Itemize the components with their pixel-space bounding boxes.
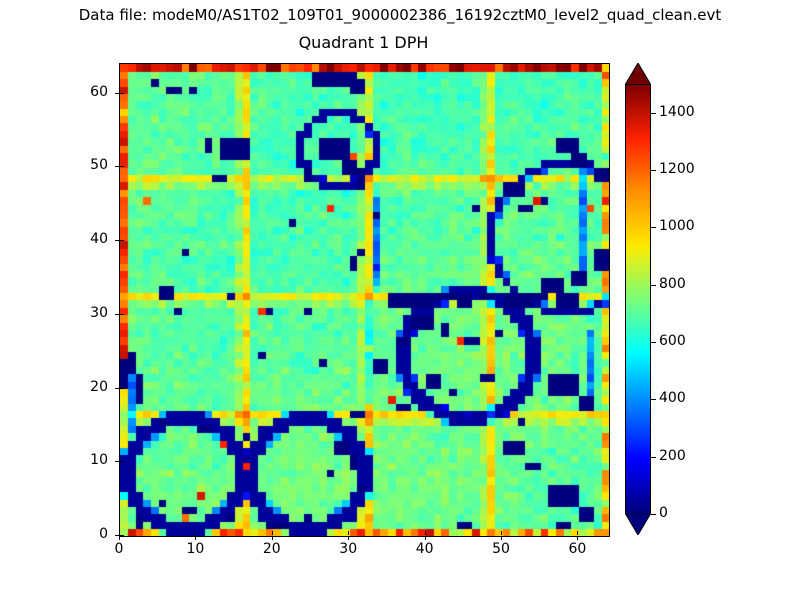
x-tick-label: 60 — [568, 541, 587, 557]
x-tick-mark-inner — [119, 531, 120, 535]
colorbar-tick-mark — [651, 227, 656, 229]
colorbar-tick-label: 1000 — [659, 218, 695, 235]
x-tick-mark-inner — [195, 531, 197, 535]
colorbar-tick-mark — [651, 112, 656, 114]
colorbar-extend-max-arrow — [625, 63, 651, 85]
x-tick-mark — [195, 536, 197, 540]
colorbar-tick-label: 200 — [659, 447, 686, 464]
x-tick-mark-inner — [348, 531, 350, 535]
x-tick-label: 40 — [415, 541, 434, 557]
colorbar-tick-mark — [651, 399, 656, 401]
y-tick-label: 50 — [90, 157, 108, 174]
y-tick-label: 30 — [90, 304, 108, 321]
y-tick-label: 60 — [90, 83, 108, 100]
data-file-label: Data file: modeM0/AS1T02_109T01_90000023… — [78, 6, 722, 24]
x-tick-mark-inner — [424, 531, 426, 535]
plot-title: Quadrant 1 DPH — [298, 33, 429, 52]
colorbar-tick-label: 0 — [659, 505, 668, 521]
x-tick-label: 30 — [339, 541, 358, 557]
x-tick-mark — [348, 536, 350, 540]
colorbar — [625, 63, 651, 535]
colorbar-tick-label: 1200 — [659, 161, 695, 177]
colorbar-tick-label: 600 — [659, 333, 686, 349]
colorbar-tick-mark — [651, 342, 656, 343]
y-tick-mark-inner — [120, 387, 124, 389]
dph-heatmap-image — [120, 64, 609, 536]
y-tick-label: 0 — [99, 526, 108, 542]
y-tick-mark-inner — [120, 166, 124, 168]
colorbar-extend-min-arrow — [625, 513, 651, 535]
x-tick-mark — [577, 536, 579, 540]
x-tick-mark — [119, 536, 120, 540]
x-tick-mark-inner — [577, 531, 579, 535]
x-tick-mark — [424, 536, 426, 540]
x-tick-label: 10 — [186, 541, 205, 557]
x-tick-mark-inner — [501, 531, 503, 535]
y-tick-mark-inner — [120, 313, 124, 315]
y-tick-mark — [115, 387, 119, 389]
y-tick-mark-inner — [120, 240, 124, 241]
x-tick-mark — [271, 536, 273, 540]
y-tick-mark — [115, 166, 119, 168]
colorbar-tick-label: 1400 — [659, 103, 695, 120]
colorbar-gradient — [626, 85, 650, 513]
y-tick-mark-inner — [120, 92, 124, 94]
x-tick-label: 50 — [492, 541, 510, 557]
x-tick-label: 20 — [262, 541, 281, 557]
y-tick-mark-inner — [120, 461, 124, 463]
colorbar-gradient-body — [625, 84, 651, 514]
y-tick-label: 40 — [90, 231, 108, 247]
colorbar-tick-label: 400 — [659, 390, 686, 407]
y-tick-mark — [115, 313, 119, 315]
x-tick-mark-inner — [271, 531, 273, 535]
colorbar-tick-mark — [651, 284, 656, 286]
y-tick-mark — [115, 461, 119, 463]
y-tick-mark — [115, 535, 119, 536]
x-tick-mark — [501, 536, 503, 540]
y-tick-label: 20 — [90, 378, 108, 395]
x-tick-label: 0 — [114, 541, 124, 557]
y-tick-label: 10 — [90, 452, 108, 469]
y-tick-mark — [115, 240, 119, 241]
colorbar-tick-mark — [651, 514, 656, 515]
colorbar-tick-mark — [651, 170, 656, 171]
y-tick-mark — [115, 92, 119, 94]
y-tick-mark-inner — [120, 535, 124, 536]
heatmap-axes — [119, 63, 610, 537]
colorbar-tick-mark — [651, 456, 656, 458]
colorbar-tick-label: 800 — [659, 275, 686, 292]
